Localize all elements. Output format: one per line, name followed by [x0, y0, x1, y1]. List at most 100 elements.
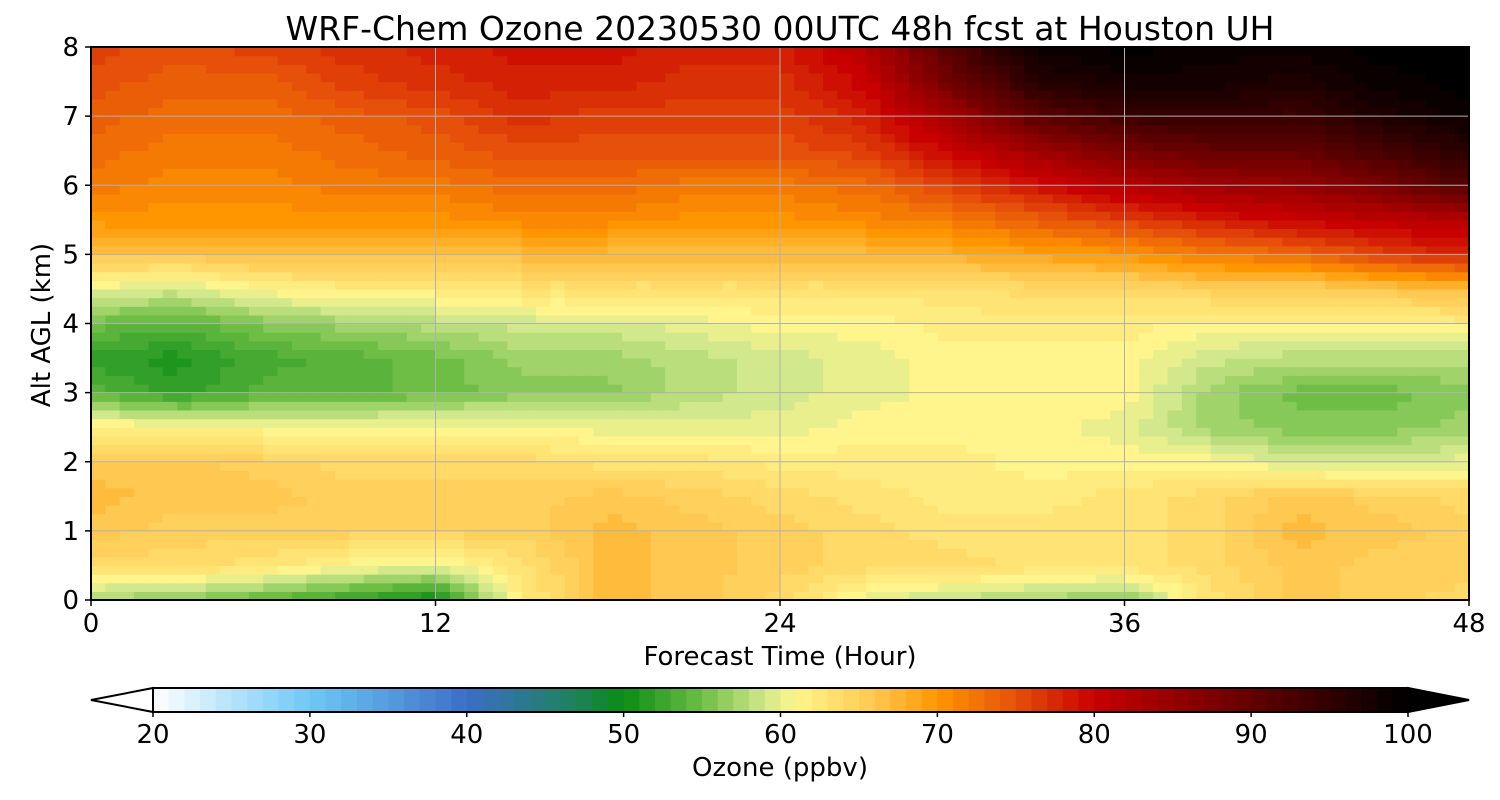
heatmap-cell	[1081, 522, 1097, 532]
heatmap-cell	[1210, 340, 1226, 351]
heatmap-cell	[909, 582, 925, 592]
heatmap-cell	[205, 383, 221, 394]
heatmap-cell	[1397, 159, 1413, 169]
heatmap-cell	[248, 565, 264, 575]
heatmap-cell	[1296, 470, 1312, 480]
heatmap-cell	[492, 418, 508, 428]
heatmap-cell	[1268, 375, 1283, 385]
heatmap-cell	[421, 340, 437, 351]
heatmap-cell	[492, 219, 508, 230]
heatmap-cell	[263, 591, 279, 601]
heatmap-cell	[1253, 487, 1269, 497]
heatmap-cell	[1124, 418, 1140, 428]
heatmap-cell	[1052, 504, 1068, 515]
heatmap-cell	[607, 193, 623, 204]
heatmap-cell	[765, 306, 781, 316]
heatmap-cell	[220, 548, 236, 558]
heatmap-cell	[1268, 461, 1283, 471]
heatmap-cell	[335, 513, 350, 523]
heatmap-cell	[220, 340, 236, 351]
heatmap-cell	[923, 496, 939, 506]
heatmap-cell	[1196, 556, 1212, 567]
heatmap-cell	[708, 487, 724, 497]
heatmap-cell	[636, 392, 652, 402]
heatmap-cell	[1138, 470, 1154, 480]
heatmap-cell	[492, 254, 508, 264]
heatmap-cell	[851, 245, 867, 255]
heatmap-cell	[507, 211, 523, 221]
heatmap-cell	[837, 591, 853, 601]
heatmap-cell	[507, 591, 523, 601]
heatmap-cell	[995, 530, 1011, 541]
heatmap-cell	[177, 479, 193, 489]
heatmap-cell	[464, 219, 480, 230]
heatmap-cell	[1196, 297, 1212, 307]
heatmap-cell	[1167, 522, 1183, 532]
heatmap-cell	[564, 323, 580, 333]
heatmap-cell	[1282, 530, 1298, 541]
heatmap-cell	[909, 461, 925, 471]
heatmap-cell	[1009, 159, 1025, 169]
heatmap-cell	[134, 383, 150, 394]
heatmap-cell	[1411, 228, 1427, 238]
heatmap-cell	[1382, 202, 1398, 212]
heatmap-cell	[507, 435, 523, 446]
heatmap-cell	[1411, 271, 1427, 281]
heatmap-cell	[607, 530, 623, 541]
heatmap-cell	[1052, 435, 1068, 446]
heatmap-cell	[1382, 150, 1398, 160]
heatmap-cell	[1081, 185, 1097, 195]
heatmap-cell	[1067, 271, 1083, 281]
heatmap-cell	[1081, 435, 1097, 446]
heatmap-cell	[1368, 323, 1384, 333]
heatmap-cell	[1253, 435, 1269, 446]
heatmap-cell	[1167, 461, 1183, 471]
heatmap-cell	[349, 176, 365, 186]
heatmap-cell	[1138, 461, 1154, 471]
heatmap-cell	[119, 254, 135, 264]
heatmap-cell	[291, 392, 307, 402]
heatmap-cell	[1354, 513, 1370, 523]
heatmap-cell	[550, 314, 566, 325]
heatmap-cell	[378, 211, 394, 221]
heatmap-cell	[837, 418, 853, 428]
heatmap-cell	[1067, 228, 1083, 238]
heatmap-cell	[995, 185, 1011, 195]
heatmap-cell	[1224, 366, 1240, 376]
heatmap-cell	[1181, 513, 1197, 523]
heatmap-cell	[478, 513, 494, 523]
heatmap-cell	[349, 219, 365, 230]
heatmap-cell	[535, 556, 551, 567]
heatmap-cell	[177, 219, 193, 230]
heatmap-cell	[1038, 202, 1054, 212]
heatmap-cell	[1210, 176, 1226, 186]
heatmap-cell	[765, 375, 781, 385]
heatmap-cell	[1382, 435, 1398, 446]
heatmap-cell	[880, 479, 896, 489]
heatmap-cell	[579, 401, 594, 411]
heatmap-cell	[320, 513, 336, 523]
heatmap-cell	[650, 470, 666, 480]
heatmap-cell	[980, 530, 996, 541]
heatmap-cell	[1368, 591, 1384, 601]
heatmap-cell	[650, 366, 666, 376]
heatmap-cell	[363, 409, 379, 420]
heatmap-cell	[693, 513, 709, 523]
heatmap-cell	[1440, 332, 1456, 342]
heatmap-cell	[1239, 496, 1255, 506]
heatmap-cell	[1339, 228, 1355, 238]
heatmap-cell	[162, 479, 178, 489]
heatmap-cell	[966, 228, 982, 238]
heatmap-cell	[765, 513, 781, 523]
heatmap-cell	[636, 409, 652, 420]
heatmap-cell	[220, 288, 236, 299]
heatmap-cell	[1239, 479, 1255, 489]
heatmap-cell	[1268, 591, 1283, 601]
heatmap-cell	[1153, 539, 1169, 549]
heatmap-cell	[1181, 479, 1197, 489]
heatmap-cell	[349, 314, 365, 325]
heatmap-cell	[550, 340, 566, 351]
heatmap-cell	[1368, 530, 1384, 541]
heatmap-cell	[765, 297, 781, 307]
heatmap-cell	[823, 332, 839, 342]
